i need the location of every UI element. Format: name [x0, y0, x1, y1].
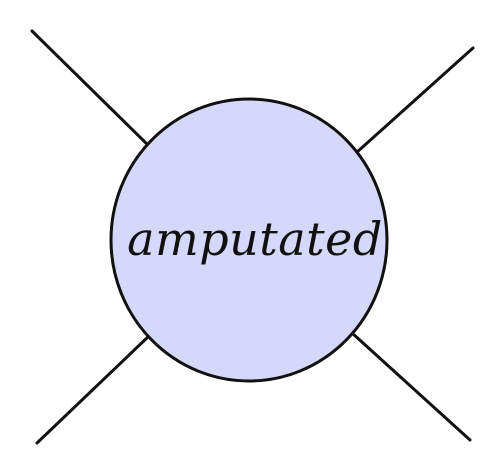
amputated-blob — [109, 97, 389, 383]
blob-label: amputated — [127, 212, 383, 266]
external-leg-top-left — [30, 29, 152, 149]
external-leg-bottom-left — [35, 333, 152, 445]
external-leg-top-right — [354, 46, 475, 155]
external-leg-bottom-right — [350, 331, 472, 442]
